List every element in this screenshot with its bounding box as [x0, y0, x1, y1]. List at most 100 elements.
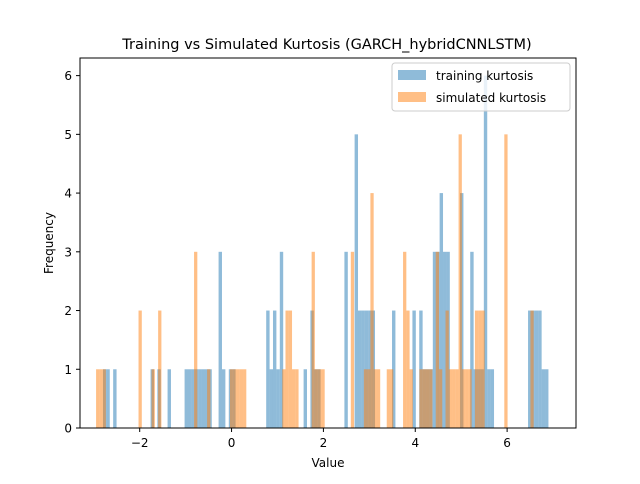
histogram-bar-training [392, 310, 396, 428]
y-axis-ticks: 0 1 2 3 4 5 6 [64, 69, 80, 436]
histogram-bar-simulated [314, 369, 319, 428]
x-tick-label: 4 [411, 436, 419, 450]
histogram-bar-training [266, 310, 270, 428]
histogram-bar-simulated [438, 369, 443, 428]
legend-box [391, 62, 571, 112]
histogram-bar-simulated [448, 369, 453, 428]
histogram-bar-simulated [350, 251, 355, 428]
y-tick-label: 0 [64, 422, 72, 436]
histogram-bar-simulated [478, 310, 482, 428]
histogram-bar-simulated [481, 310, 485, 428]
histogram-bar-training [303, 369, 307, 428]
histogram-bar-simulated [452, 369, 456, 428]
x-tick-label: 0 [228, 436, 236, 450]
histogram-bar-training [439, 193, 444, 428]
histogram-bar-training [106, 369, 110, 428]
histogram-bar-training [198, 369, 202, 428]
x-tick-label: −2 [131, 436, 149, 450]
histogram-bar-training [201, 369, 205, 428]
histogram-bar-training [113, 369, 117, 428]
histogram-bar-simulated [445, 310, 449, 428]
histogram-bar-simulated [321, 369, 325, 428]
x-axis-label: Value [312, 456, 345, 470]
histogram-bar-training [538, 310, 542, 428]
histogram-bar-simulated [233, 369, 237, 428]
histogram-bar-simulated [243, 369, 247, 428]
histogram-bar-simulated [99, 369, 103, 428]
histogram-bar-training [218, 251, 222, 428]
histogram-bar-simulated [474, 310, 479, 428]
histogram-bar-simulated [465, 369, 469, 428]
histogram-bar-training [167, 369, 171, 428]
histogram-bar-simulated [229, 369, 234, 428]
histogram-bar-training [490, 369, 495, 428]
histogram-bar-simulated [96, 369, 100, 428]
histogram-bar-simulated [367, 369, 371, 428]
histogram-bar-simulated [370, 193, 374, 428]
histogram-bar-training [545, 369, 549, 428]
histogram-bar-simulated [468, 369, 472, 428]
histogram-bar-simulated [158, 310, 162, 428]
histogram-bar-simulated [504, 134, 508, 428]
histogram-bar-simulated [151, 369, 155, 428]
histogram-bar-simulated [425, 369, 430, 428]
legend-label-simulated: simulated kurtosis [436, 91, 546, 105]
histogram-bar-training [276, 369, 280, 428]
histogram-bar-training [541, 369, 546, 428]
histogram-bar-training [534, 310, 539, 428]
histogram-bar-training [487, 369, 491, 428]
histogram-bar-training [204, 369, 209, 428]
histogram-bar-simulated [409, 369, 413, 428]
histogram-bar-simulated [282, 369, 286, 428]
legend: training kurtosis simulated kurtosis [391, 62, 571, 112]
chart-title: Training vs Simulated Kurtosis (GARCH_hy… [121, 37, 531, 53]
histogram-bar-training [191, 369, 195, 428]
histogram-bar-simulated [461, 369, 466, 428]
histogram-bar-simulated [236, 369, 240, 428]
histogram-bar-simulated [102, 369, 106, 428]
histogram-bar-simulated [288, 310, 293, 428]
histogram-bar-training [344, 251, 348, 428]
histogram-bar-simulated [239, 369, 244, 428]
histogram-bar-simulated [458, 134, 462, 428]
histogram-bar-training [361, 310, 365, 428]
histogram-bar-simulated [390, 369, 394, 428]
histogram-bar-simulated [406, 310, 410, 428]
histogram-bar-simulated [403, 251, 407, 428]
histogram-bar-simulated [373, 369, 377, 428]
histogram-bar-simulated [429, 369, 433, 428]
legend-swatch-training [398, 70, 426, 80]
y-tick-label: 4 [64, 187, 72, 201]
y-tick-label: 6 [64, 69, 72, 83]
histogram-bar-training [432, 251, 437, 428]
histogram-bar-simulated [455, 369, 459, 428]
legend-label-training: training kurtosis [436, 69, 533, 83]
histogram-bar-training [184, 369, 188, 428]
y-tick-label: 2 [64, 304, 72, 318]
histogram-bar-simulated [419, 369, 423, 428]
histogram-bar-training [470, 251, 474, 428]
x-tick-label: 2 [320, 436, 328, 450]
histogram-bar-training [443, 251, 447, 428]
histogram-bar-training [221, 369, 226, 428]
histogram-bar-training [269, 369, 273, 428]
histogram-bar-training [412, 310, 416, 428]
histogram-bar-simulated [386, 369, 390, 428]
plot-frame [79, 57, 577, 429]
x-tick-label: 6 [503, 436, 511, 450]
histogram-bar-simulated [435, 251, 439, 428]
histogram-bar-simulated [363, 369, 368, 428]
x-axis-ticks: −2 0 2 4 6 [131, 428, 511, 450]
histogram-bar-simulated [422, 369, 426, 428]
y-tick-label: 5 [64, 128, 72, 142]
histogram-bar-training [279, 251, 284, 428]
histogram-bar-simulated [194, 251, 198, 428]
histogram-bar-simulated [207, 369, 211, 428]
histogram-bar-simulated [292, 369, 296, 428]
bars-layer [96, 75, 549, 429]
y-axis-label: Frequency [42, 212, 56, 274]
histogram-bar-simulated [138, 310, 142, 428]
legend-swatch-simulated [398, 92, 426, 102]
